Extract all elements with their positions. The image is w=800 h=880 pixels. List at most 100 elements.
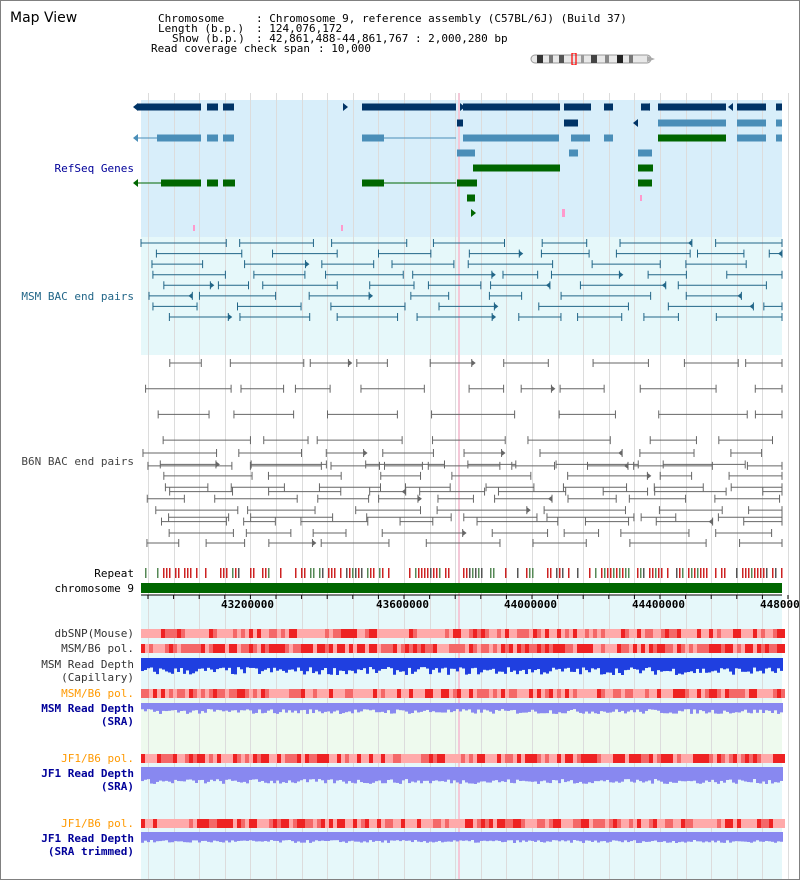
repeat-mark [169,568,171,578]
polymorphism-cell [165,819,169,828]
depth-bar [684,832,687,843]
depth-bar [693,832,696,841]
polymorphism-cell [237,629,241,638]
depth-bar [435,832,438,842]
label-refseq[interactable]: RefSeq Genes [54,162,134,175]
depth-bar [141,832,144,843]
depth-bar [699,832,702,842]
polymorphism-cell [677,689,681,698]
depth-bar [402,767,405,781]
polymorphism-cell [213,629,217,638]
depth-bar [213,658,216,673]
polymorphism-cell [561,629,565,638]
polymorphism-cell [341,629,345,638]
polymorphism-cell [393,819,397,828]
depth-bar [387,658,390,668]
polymorphism-cell [377,644,381,653]
polymorphism-cell [669,819,673,828]
depth-bar [252,703,255,714]
repeat-mark [235,568,237,578]
repeat-mark [334,568,336,578]
polymorphism-cell [593,644,597,653]
depth-bar [570,703,573,710]
polymorphism-cell [425,689,429,698]
polymorphism-cell [357,629,361,638]
depth-bar [654,658,657,675]
depth-bar [297,832,300,842]
arrow-marker [728,103,733,111]
repeat-mark [415,568,417,578]
polymorphism-cell [313,754,317,763]
repeat-mark [157,568,159,578]
polymorphism-cell [217,629,221,638]
polymorphism-cell [345,689,349,698]
polymorphism-cell [537,689,541,698]
polymorphism-cell [309,754,313,763]
polymorphism-cell [729,754,733,763]
polymorphism-cell [497,819,501,828]
polymorphism-cell [681,819,685,828]
depth-bar [438,767,441,782]
depth-bar [294,703,297,711]
gene-exon-block [362,103,456,111]
depth-bar [492,767,495,781]
depth-bar [711,703,714,710]
polymorphism-cell [533,754,537,763]
depth-bar [666,767,669,784]
label-msm-bac[interactable]: MSM BAC end pairs [21,290,134,303]
depth-bar [372,832,375,842]
depth-bar [546,767,549,783]
depth-bar [405,658,408,675]
depth-bar [378,703,381,713]
polymorphism-cell [349,689,353,698]
polymorphism-cell [705,644,709,653]
polymorphism-cell [757,629,761,638]
depth-bar [429,658,432,675]
arrow-marker [492,314,497,320]
depth-bar [234,767,237,781]
polymorphism-cell [389,689,393,698]
depth-bar [708,658,711,673]
depth-bar [354,767,357,784]
polymorphism-cell [229,819,233,828]
polymorphism-cell [737,754,741,763]
arrow-marker [551,385,556,392]
polymorphism-cell [189,689,193,698]
depth-bar [531,767,534,782]
polymorphism-cell [161,629,165,638]
polymorphism-cell [441,629,445,638]
grid-line [711,93,712,879]
polymorphism-cell [285,754,289,763]
depth-bar [306,767,309,783]
depth-bar [606,703,609,713]
depth-bar [774,703,777,711]
polymorphism-cell [321,819,325,828]
depth-bar [189,658,192,675]
polymorphism-cell [437,629,441,638]
repeat-mark [319,568,321,578]
repeat-mark [238,568,240,578]
depth-bar [330,703,333,714]
polymorphism-cell [753,754,757,763]
polymorphism-cell [649,629,653,638]
gene-exon-block [564,103,591,111]
chromosome-ideogram[interactable] [529,53,659,65]
depth-bar [744,767,747,782]
depth-bar [780,703,783,713]
polymorphism-cell [153,819,157,828]
depth-bar [411,832,414,843]
depth-bar [459,703,462,712]
polymorphism-cell [673,644,677,653]
depth-bar [342,767,345,782]
depth-bar [264,767,267,783]
polymorphism-cell [389,819,393,828]
polymorphism-cell [205,754,209,763]
repeat-mark [607,568,609,578]
depth-bar [480,658,483,673]
depth-bar [372,767,375,783]
arrow-marker [749,303,754,310]
polymorphism-cell [549,644,553,653]
polymorphism-cell [609,629,613,638]
label-b6n-bac[interactable]: B6N BAC end pairs [21,455,134,468]
